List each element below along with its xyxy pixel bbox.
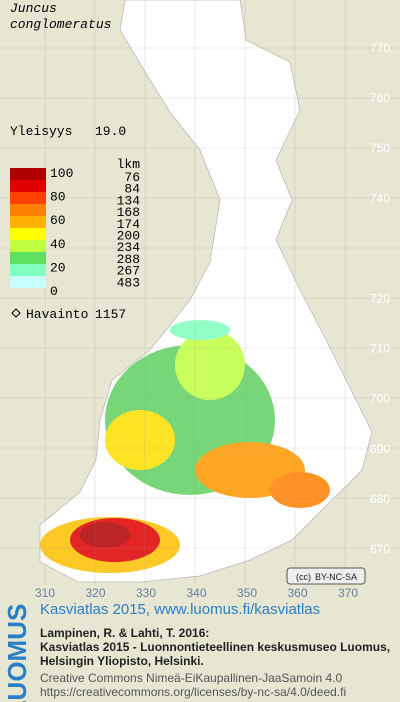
- legend-level: 0: [50, 284, 58, 299]
- y-grid-label: 700: [370, 392, 390, 406]
- species-name: conglomeratus: [10, 17, 111, 32]
- legend-swatch: [10, 180, 46, 192]
- x-grid-label: 330: [136, 586, 156, 600]
- legend-swatch: [10, 168, 46, 180]
- cell-area: [170, 320, 230, 340]
- y-grid-label: 750: [370, 141, 390, 155]
- citation: Lampinen, R. & Lahti, T. 2016:: [40, 626, 209, 640]
- cell-area: [175, 330, 245, 400]
- species-name: Juncus: [10, 1, 57, 16]
- y-grid-label: 670: [370, 542, 390, 556]
- legend-swatch: [10, 240, 46, 252]
- legend-swatches: [10, 168, 46, 288]
- legend-level: 100: [50, 166, 73, 181]
- legend-level: 60: [50, 213, 66, 228]
- legend-count: 200: [117, 229, 140, 244]
- y-grid-label: 690: [370, 442, 390, 456]
- legend-swatch: [10, 264, 46, 276]
- brand: LUOMUS: [2, 604, 32, 702]
- legend-swatch: [10, 252, 46, 264]
- y-grid-label: 710: [370, 342, 390, 356]
- x-grid-label: 340: [186, 586, 206, 600]
- observation-symbol: [11, 308, 21, 318]
- grid: [0, 0, 400, 585]
- legend-count: 483: [117, 275, 140, 290]
- legend-level: 20: [50, 260, 66, 275]
- count-header: lkm: [117, 157, 141, 172]
- legend-level: 40: [50, 237, 66, 252]
- legend-swatch: [10, 228, 46, 240]
- cc-icon: (cc): [296, 572, 311, 582]
- observations-label: Havainto: [26, 307, 88, 322]
- legend-count: 234: [117, 240, 141, 255]
- y-grid-label: 770: [370, 41, 390, 55]
- legend-swatch: [10, 216, 46, 228]
- license-badge: [286, 567, 366, 585]
- legend-swatch: [10, 204, 46, 216]
- x-grid-label: 370: [338, 586, 358, 600]
- legend-count: 84: [124, 182, 140, 197]
- x-grid-label: 320: [85, 586, 105, 600]
- observations-value: 1157: [95, 307, 126, 322]
- license: https://creativecommons.org/licenses/by-…: [40, 685, 346, 699]
- y-grid-label: 760: [370, 91, 390, 105]
- y-grid-label: 740: [370, 191, 390, 205]
- citation: Kasviatlas 2015 - Luonnontieteellinen ke…: [40, 640, 390, 654]
- atlas-title: Kasviatlas 2015, www.luomus.fi/kasviatla…: [40, 601, 320, 618]
- frequency-label: Yleisyys: [10, 124, 72, 139]
- legend-swatch: [10, 276, 46, 288]
- legend-swatch: [10, 192, 46, 204]
- legend-count: 76: [124, 170, 140, 185]
- y-grid-label: 720: [370, 292, 390, 306]
- legend-count: 174: [117, 217, 141, 232]
- cell-area: [270, 472, 330, 508]
- citation: Helsingin Yliopisto, Helsinki.: [40, 654, 204, 668]
- x-grid-label: 350: [237, 586, 257, 600]
- cell-area: [80, 522, 130, 548]
- cell-area: [105, 410, 175, 470]
- license: Creative Commons Nimeä-EiKaupallinen-Jaa…: [40, 671, 342, 685]
- x-grid-label: 360: [287, 586, 307, 600]
- map-cells: [40, 320, 330, 573]
- legend-count: 134: [117, 193, 141, 208]
- frequency-value: 19.0: [95, 124, 126, 139]
- legend-level: 80: [50, 190, 66, 205]
- license-badge-text: BY-NC-SA: [315, 572, 357, 582]
- legend-count: 267: [117, 264, 140, 279]
- y-grid-label: 680: [370, 492, 390, 506]
- x-grid-label: 310: [35, 586, 55, 600]
- legend-count: 168: [117, 205, 140, 220]
- legend-count: 288: [117, 252, 140, 267]
